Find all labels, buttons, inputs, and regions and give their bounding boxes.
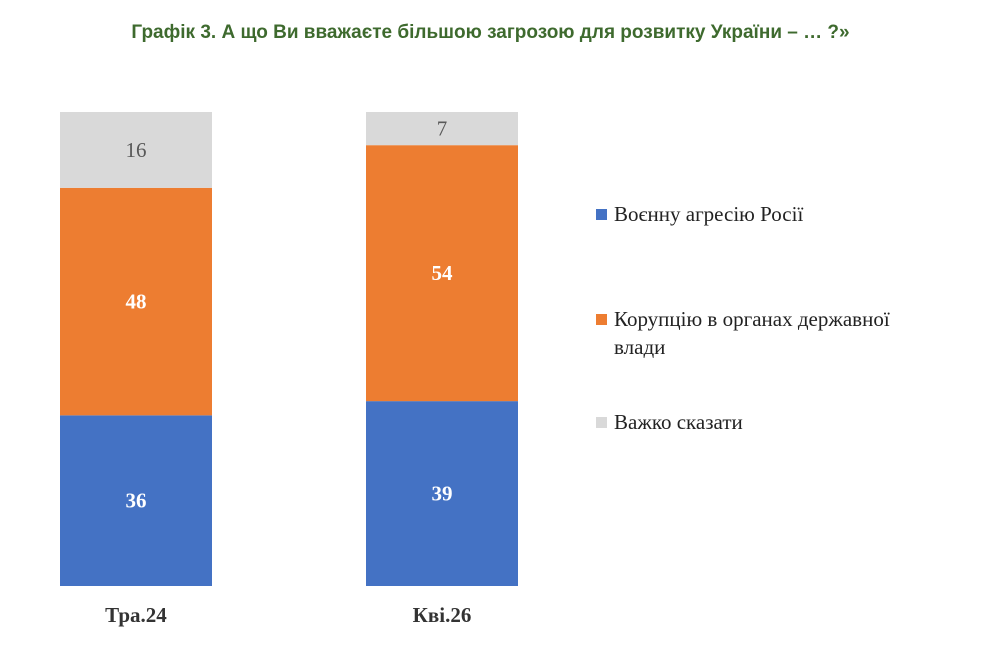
legend-label-hard-to-say: Важко сказати [614,410,743,434]
legend-swatch-hard-to-say [596,417,607,428]
bar-segment-corruption-tra-24 [60,187,212,416]
data-label-corruption-tra-24: 48 [126,290,147,314]
bar-segment-russia-kvi-26 [366,401,518,586]
data-label-hard-to-say-tra-24: 16 [126,138,147,162]
data-label-hard-to-say-kvi-26: 7 [437,117,448,141]
category-label-tra-24: Тра.24 [105,603,167,627]
bar-segment-hard-to-say-tra-24 [60,112,212,188]
legend-swatch-corruption [596,314,607,325]
category-label-kvi-26: Кві.26 [413,603,472,627]
bar-segment-russia-tra-24 [60,415,212,586]
legend-label-russia: Воєнну агресію Росії [614,202,804,226]
legend-swatch-russia [596,209,607,220]
bar-segment-corruption-kvi-26 [366,145,518,402]
chart-title: Графік 3. А що Ви вважаєте більшою загро… [131,22,850,43]
bar-segment-hard-to-say-kvi-26 [366,112,518,146]
data-label-corruption-kvi-26: 54 [432,261,454,285]
data-label-russia-kvi-26: 39 [432,482,453,506]
legend-label-corruption: Корупцію в органах державної влади [614,307,890,359]
data-label-russia-tra-24: 36 [126,489,147,513]
